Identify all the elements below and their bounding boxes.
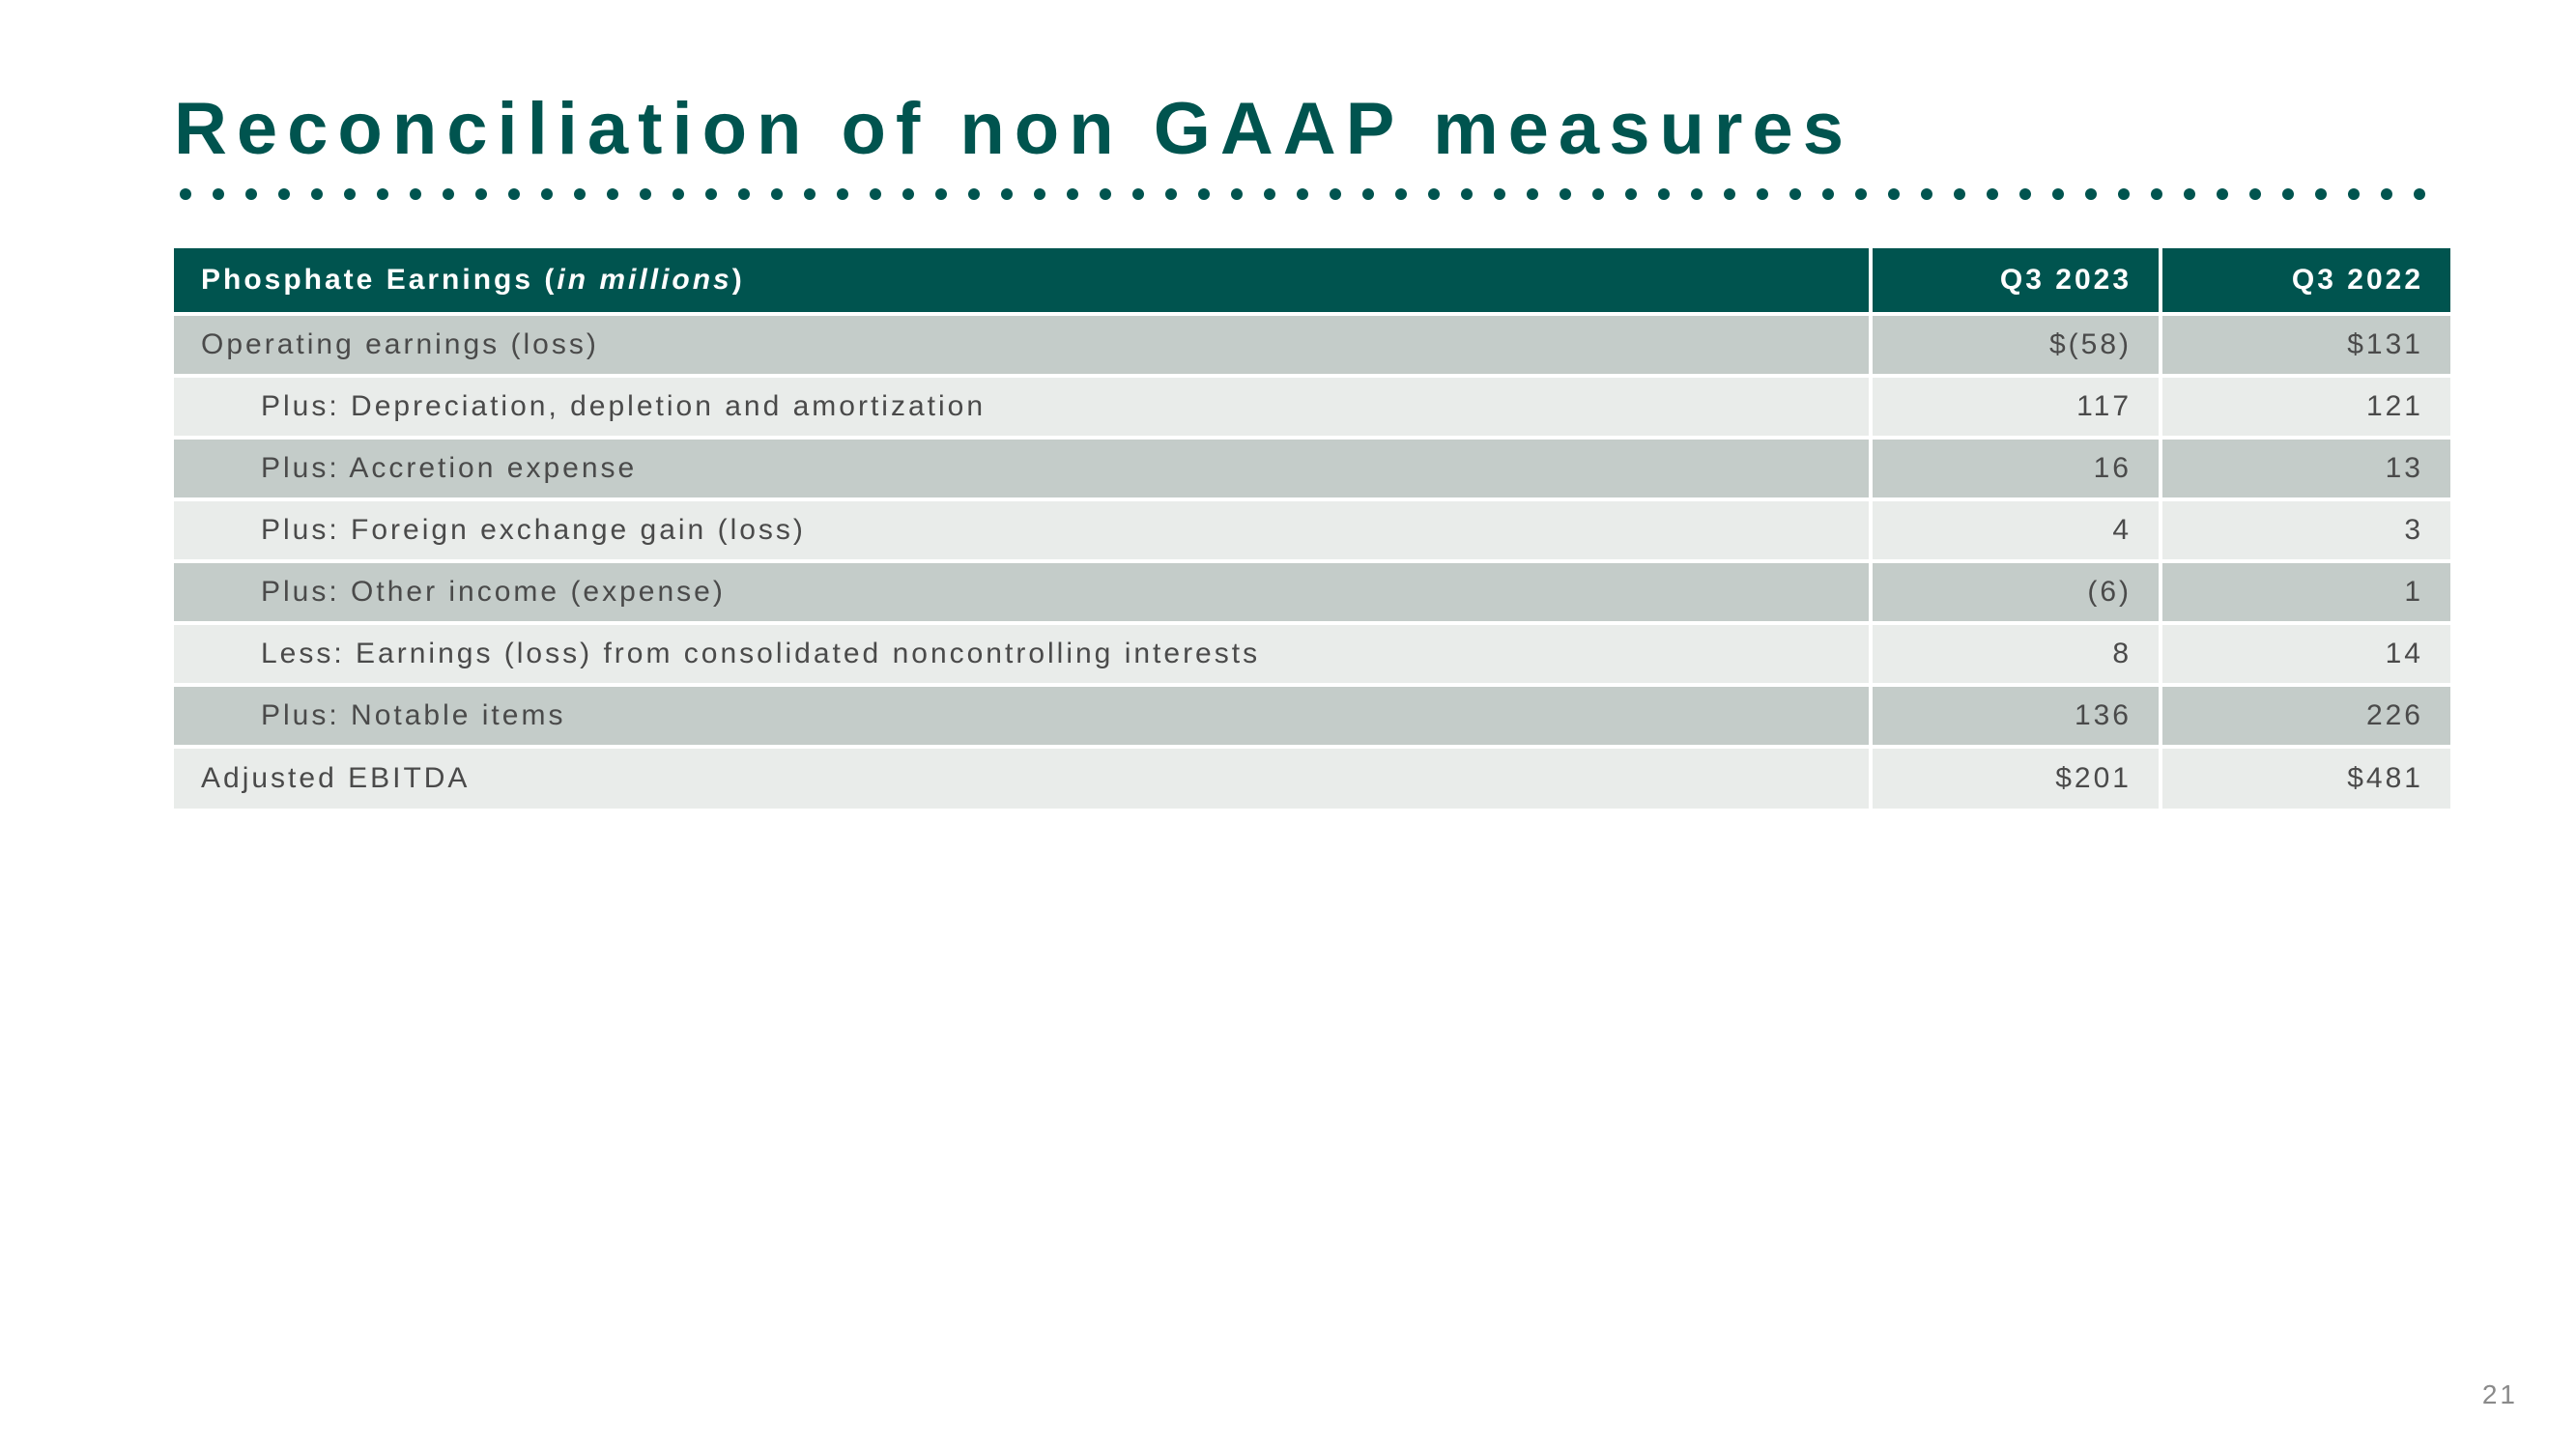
- row-label: Operating earnings (loss): [174, 314, 1871, 376]
- table-row: Plus: Notable items136226: [174, 685, 2450, 747]
- row-label: Adjusted EBITDA: [174, 747, 1871, 809]
- divider-dots: [174, 188, 2450, 200]
- row-value-1: $201: [1871, 747, 2161, 809]
- row-label: Plus: Accretion expense: [174, 438, 1871, 499]
- row-label: Less: Earnings (loss) from consolidated …: [174, 623, 1871, 685]
- row-value-2: 13: [2161, 438, 2450, 499]
- row-value-2: 121: [2161, 376, 2450, 438]
- table-row: Plus: Other income (expense)(6)1: [174, 561, 2450, 623]
- reconciliation-table: Phosphate Earnings (in millions) Q3 2023…: [174, 248, 2450, 809]
- row-value-2: 226: [2161, 685, 2450, 747]
- row-label: Plus: Depreciation, depletion and amorti…: [174, 376, 1871, 438]
- row-value-1: 8: [1871, 623, 2161, 685]
- row-value-2: 3: [2161, 499, 2450, 561]
- table-header-row: Phosphate Earnings (in millions) Q3 2023…: [174, 248, 2450, 314]
- page-number: 21: [2482, 1379, 2518, 1410]
- row-value-1: (6): [1871, 561, 2161, 623]
- row-label: Plus: Foreign exchange gain (loss): [174, 499, 1871, 561]
- row-value-1: 136: [1871, 685, 2161, 747]
- row-value-2: $481: [2161, 747, 2450, 809]
- row-value-1: 117: [1871, 376, 2161, 438]
- row-value-2: $131: [2161, 314, 2450, 376]
- header-label-italic: in millions: [557, 264, 731, 296]
- header-label-suffix: ): [732, 264, 745, 296]
- row-label: Plus: Notable items: [174, 685, 1871, 747]
- table-row: Less: Earnings (loss) from consolidated …: [174, 623, 2450, 685]
- row-value-2: 1: [2161, 561, 2450, 623]
- table-row: Plus: Foreign exchange gain (loss)43: [174, 499, 2450, 561]
- header-label-prefix: Phosphate Earnings (: [201, 264, 557, 296]
- header-col-2: Q3 2022: [2161, 248, 2450, 314]
- row-value-1: 4: [1871, 499, 2161, 561]
- page-title: Reconciliation of non GAAP measures: [174, 87, 2450, 171]
- header-label: Phosphate Earnings (in millions): [174, 248, 1871, 314]
- row-value-1: $(58): [1871, 314, 2161, 376]
- table-row: Plus: Depreciation, depletion and amorti…: [174, 376, 2450, 438]
- table-row: Operating earnings (loss)$(58)$131: [174, 314, 2450, 376]
- table-body: Operating earnings (loss)$(58)$131Plus: …: [174, 314, 2450, 809]
- table-row: Plus: Accretion expense1613: [174, 438, 2450, 499]
- row-value-2: 14: [2161, 623, 2450, 685]
- slide-content: Reconciliation of non GAAP measures Phos…: [174, 87, 2450, 809]
- row-value-1: 16: [1871, 438, 2161, 499]
- table-row: Adjusted EBITDA$201$481: [174, 747, 2450, 809]
- row-label: Plus: Other income (expense): [174, 561, 1871, 623]
- header-col-1: Q3 2023: [1871, 248, 2161, 314]
